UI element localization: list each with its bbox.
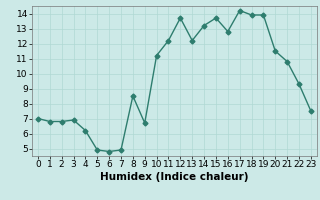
X-axis label: Humidex (Indice chaleur): Humidex (Indice chaleur)	[100, 172, 249, 182]
